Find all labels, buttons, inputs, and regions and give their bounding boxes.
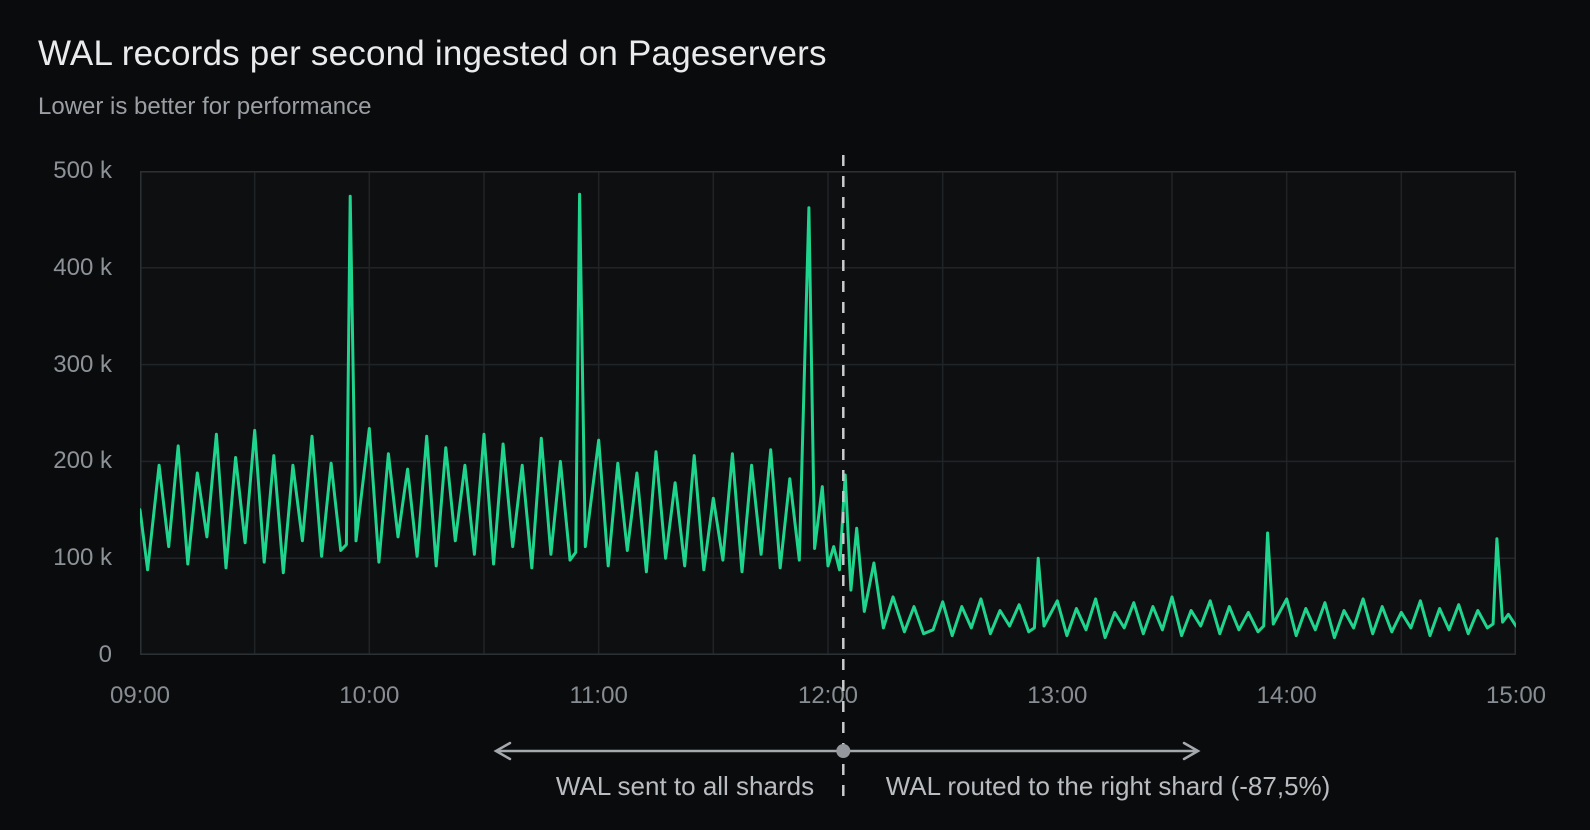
right-arrowhead-icon: [1182, 741, 1201, 761]
chart-title: WAL records per second ingested on Pages…: [38, 34, 827, 73]
x-tick-label: 09:00: [109, 682, 171, 709]
y-tick-label: 400 k: [53, 253, 112, 281]
plot-border: [140, 171, 1516, 655]
chart-subtitle: Lower is better for performance: [38, 93, 372, 120]
left-arrowhead-icon: [493, 741, 512, 761]
annotation-before-label: WAL sent to all shards: [555, 771, 815, 801]
x-tick-label: 11:00: [569, 682, 628, 709]
y-tick-label: 300 k: [53, 350, 112, 378]
event-dot-icon: [836, 744, 851, 758]
x-tick-label: 14:00: [1256, 682, 1317, 709]
y-tick-label: 200 k: [53, 447, 112, 475]
wal-series-line: [140, 192, 1516, 640]
wal-line-chart: [140, 171, 1516, 655]
y-tick-label: 500 k: [53, 157, 112, 184]
annotation-after-label: WAL routed to the right shard (-87,5%): [885, 771, 1331, 801]
y-tick-label: 0: [98, 641, 112, 668]
y-tick-label: 100 k: [53, 544, 112, 572]
x-tick-label: 12:00: [797, 682, 859, 709]
x-tick-label: 13:00: [1027, 682, 1088, 709]
x-tick-label: 10:00: [339, 682, 400, 709]
x-tick-label: 15:00: [1485, 682, 1547, 709]
